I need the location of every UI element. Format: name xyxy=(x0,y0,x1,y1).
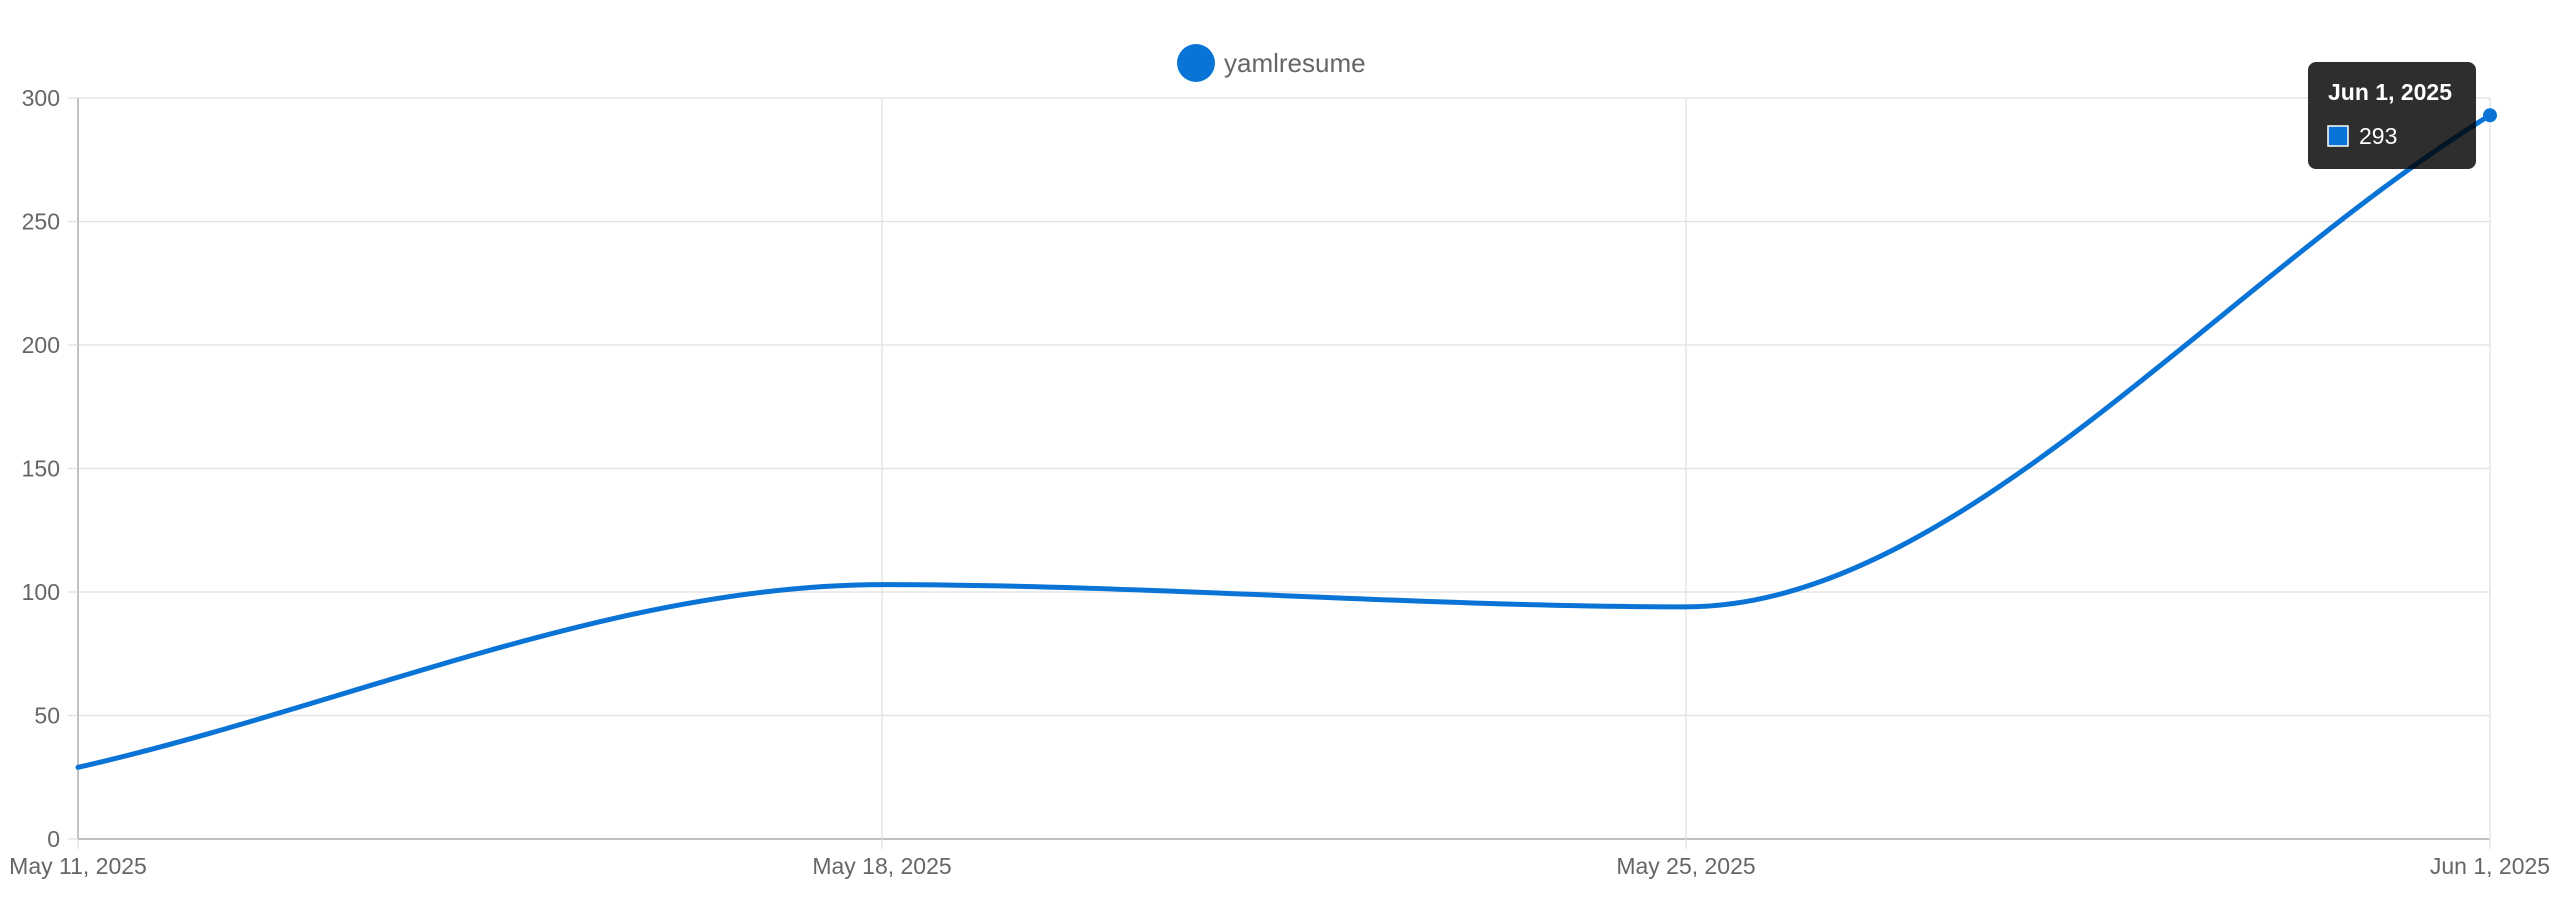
y-tick-label: 250 xyxy=(22,209,60,235)
y-tick-label: 100 xyxy=(22,579,60,605)
x-tick-label: May 18, 2025 xyxy=(812,853,951,879)
tooltip-title: Jun 1, 2025 xyxy=(2328,79,2452,105)
legend[interactable]: yamlresume xyxy=(1177,44,1366,82)
y-tick-label: 200 xyxy=(22,332,60,358)
series xyxy=(75,108,2497,770)
legend-swatch[interactable] xyxy=(1177,44,1215,82)
x-tick-label: May 11, 2025 xyxy=(9,853,147,879)
series-line xyxy=(75,112,2493,770)
y-tick-label: 300 xyxy=(22,85,60,111)
x-tick-label: May 25, 2025 xyxy=(1616,853,1755,879)
grid xyxy=(77,97,2491,840)
tooltip-box xyxy=(2308,62,2476,169)
tooltip-swatch xyxy=(2327,125,2349,147)
y-tick-label: 0 xyxy=(47,826,60,852)
tooltip-value: 293 xyxy=(2359,123,2397,149)
legend-label[interactable]: yamlresume xyxy=(1224,48,1366,78)
x-tick-label: Jun 1, 2025 xyxy=(2430,853,2550,879)
axes: 0 50 100 150 200 250 300 May 11, 2025 May 18, 20… xyxy=(9,85,2550,879)
tooltip: Jun 1, 2025 293 xyxy=(2308,62,2476,169)
y-tick-label: 50 xyxy=(34,703,60,729)
data-point-highlight xyxy=(2483,108,2497,123)
y-tick-label: 150 xyxy=(22,456,60,482)
